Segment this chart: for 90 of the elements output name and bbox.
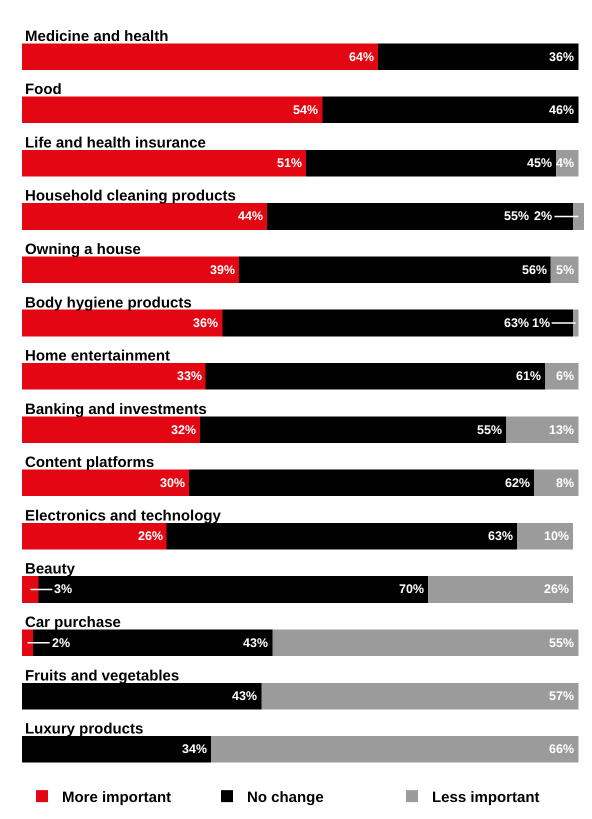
bar [22, 629, 34, 656]
y-tick-label: Life and health insurance [25, 134, 206, 152]
data-label: 43% [243, 636, 268, 650]
data-label: 45% [527, 156, 552, 170]
y-tick-label: Household cleaning products [25, 188, 236, 205]
bar [22, 736, 212, 763]
data-label: 39% [210, 263, 236, 277]
y-tick-label: Owning a house [25, 241, 141, 258]
bar [572, 203, 584, 230]
data-label: 46% [549, 103, 574, 117]
bar [200, 416, 506, 443]
bar [272, 629, 578, 656]
data-label: 2% [52, 636, 70, 650]
data-label: 66% [549, 742, 574, 756]
data-label: 8% [556, 476, 574, 490]
data-label: 26% [544, 582, 570, 596]
bar [428, 576, 573, 603]
data-label: 55% [504, 209, 530, 223]
bar [22, 576, 39, 603]
data-label: 2% [534, 209, 552, 223]
data-label: 13% [549, 423, 574, 437]
bar [206, 363, 546, 390]
bar [239, 256, 551, 284]
data-label: 33% [177, 369, 202, 383]
bar [306, 150, 556, 177]
bar [22, 682, 262, 710]
bar [22, 96, 322, 124]
y-tick-label: Fruits and vegetables [25, 667, 180, 684]
data-label: 1% [532, 316, 550, 330]
bar [222, 310, 573, 336]
y-tick-label: Content platforms [25, 454, 154, 472]
bar [266, 203, 573, 230]
data-label: 57% [549, 689, 574, 703]
bar [22, 470, 189, 496]
data-label: 64% [349, 50, 374, 64]
data-label: 5% [556, 263, 574, 277]
data-label: 63% [504, 316, 530, 330]
data-label: 44% [238, 209, 264, 223]
bar [166, 522, 518, 550]
bar [22, 363, 206, 390]
bar [322, 96, 578, 124]
y-tick-label: Beauty [25, 560, 76, 578]
y-tick-label: Food [25, 81, 62, 98]
bar [22, 256, 240, 284]
y-tick-label: Electronics and technology [25, 507, 222, 524]
data-label: 36% [549, 50, 574, 64]
legend-label: No change [247, 788, 324, 806]
bar [506, 416, 578, 443]
data-label: 43% [232, 689, 258, 703]
bar [22, 43, 378, 70]
legend-label: More important [62, 788, 172, 806]
bar [378, 43, 578, 70]
data-label: 26% [138, 529, 164, 543]
legend-label: Less important [432, 788, 540, 806]
bar [517, 522, 573, 550]
data-label: 56% [522, 263, 548, 277]
data-label: 62% [505, 476, 530, 490]
data-label: 55% [477, 423, 502, 437]
data-label: 55% [549, 636, 574, 650]
data-label: 36% [193, 316, 218, 330]
bar [22, 416, 200, 443]
bar [38, 576, 428, 603]
data-label: 30% [160, 476, 186, 490]
y-tick-label: Body hygiene products [25, 294, 192, 312]
y-tick-label: Luxury products [25, 720, 144, 738]
bar [33, 629, 272, 656]
data-label: 34% [182, 742, 208, 756]
data-label: 3% [54, 582, 72, 596]
bar [22, 150, 306, 177]
data-label: 10% [544, 529, 570, 543]
bar [22, 310, 222, 336]
bar [22, 522, 167, 550]
data-label: 51% [277, 156, 302, 170]
data-label: 32% [171, 423, 196, 437]
y-tick-label: Car purchase [25, 614, 121, 632]
data-label: 61% [516, 369, 542, 383]
y-tick-label: Home entertainment [25, 348, 170, 365]
bar [534, 470, 578, 496]
data-label: 4% [556, 156, 574, 170]
y-tick-label: Banking and investments [25, 400, 207, 418]
data-label: 54% [293, 103, 318, 117]
y-tick-label: Medicine and health [25, 28, 168, 45]
bar [22, 203, 267, 230]
bar [572, 310, 578, 336]
data-label: 63% [488, 529, 514, 543]
bar [261, 682, 578, 710]
bar [211, 736, 578, 763]
data-label: 70% [399, 582, 424, 596]
data-label: 6% [556, 369, 574, 383]
bar [188, 470, 534, 496]
